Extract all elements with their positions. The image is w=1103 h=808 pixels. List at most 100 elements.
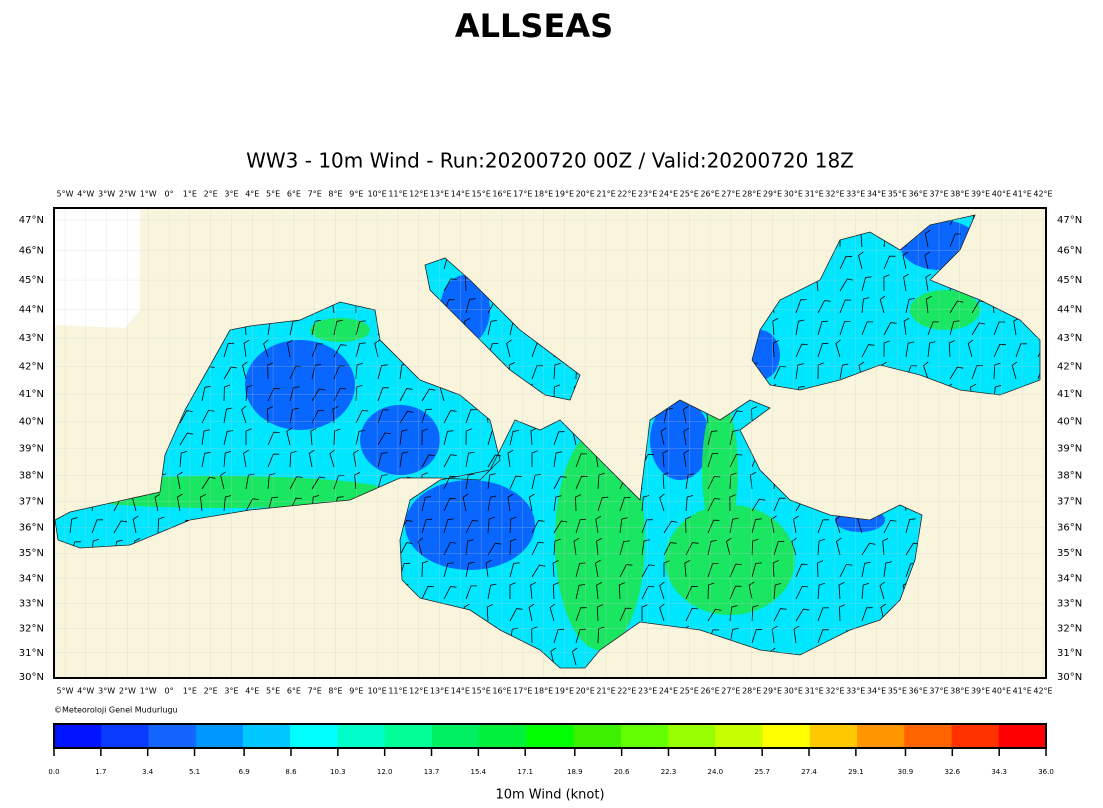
- lon-label: 9°E: [349, 190, 363, 199]
- wind-barb: [267, 431, 280, 446]
- wind-barb: [817, 519, 829, 534]
- wind-barb: [553, 362, 561, 380]
- lon-label: 3°W: [98, 190, 115, 199]
- lon-label: 1°E: [183, 687, 197, 696]
- lon-label: 2°W: [119, 687, 136, 696]
- lon-label: 36°E: [909, 190, 928, 199]
- wind-barb: [619, 607, 632, 622]
- colorbar-segment: [337, 724, 386, 748]
- wind-barb: [443, 586, 457, 600]
- wind-barb: [201, 385, 211, 402]
- lon-label: 14°E: [451, 190, 470, 199]
- wind-barb: [552, 560, 559, 578]
- wind-barb: [641, 604, 648, 621]
- lon-label: 33°E: [846, 687, 865, 696]
- wind-barb: [641, 519, 653, 534]
- wind-barb: [835, 515, 841, 534]
- lat-label: 41°N: [19, 389, 44, 400]
- lon-label: 10°E: [368, 190, 387, 199]
- lat-label: 36°N: [19, 523, 44, 534]
- wind-barb: [662, 450, 669, 468]
- wind-barb: [618, 582, 625, 600]
- wind-barb: [751, 604, 759, 622]
- wind-barb: [707, 582, 715, 600]
- wind-barb: [176, 493, 183, 512]
- colorbar-segment: [762, 724, 811, 748]
- wind-barb: [771, 625, 778, 644]
- wind-barb: [641, 585, 655, 600]
- wind-barb: [399, 388, 413, 402]
- wind-barb: [923, 361, 929, 380]
- wind-barb: [263, 339, 269, 358]
- wind-barb: [861, 561, 871, 578]
- wind-barb: [531, 626, 538, 644]
- wind-barb: [245, 428, 252, 445]
- wind-barb: [242, 361, 248, 380]
- lat-label: 30°N: [1057, 672, 1082, 683]
- lon-label: 29°E: [763, 687, 782, 696]
- wind-barb: [903, 273, 909, 292]
- colorbar-tick-label: 6.9: [239, 768, 250, 776]
- wind-barb: [683, 427, 690, 446]
- lon-label: 1°E: [183, 190, 197, 199]
- wind-barb: [729, 410, 743, 424]
- wind-barb: [729, 494, 736, 512]
- colorbar-segment: [290, 724, 338, 748]
- lat-label: 44°N: [19, 304, 44, 315]
- wind-barb: [839, 299, 852, 314]
- wind-barb: [925, 273, 932, 292]
- colorbar-tick-label: 36.0: [1038, 768, 1054, 776]
- wind-barb: [506, 339, 512, 358]
- lon-label: 21°E: [596, 190, 615, 199]
- wind-barb: [573, 537, 580, 556]
- wind-barb: [707, 430, 718, 446]
- lon-label: 16°E: [492, 687, 511, 696]
- wind-barb: [399, 542, 413, 556]
- lon-label: 17°E: [513, 687, 532, 696]
- colorbar-tick-label: 30.9: [898, 768, 914, 776]
- lat-label: 34°N: [1057, 574, 1082, 585]
- lat-label: 31°N: [19, 648, 44, 659]
- wind-barb: [223, 384, 231, 402]
- lon-label: 17°E: [513, 190, 532, 199]
- lon-label: 8°E: [328, 190, 342, 199]
- wind-barb: [659, 493, 665, 512]
- wind-barb: [528, 603, 535, 622]
- wind-barb: [377, 432, 391, 446]
- wind-barb: [113, 520, 128, 534]
- lat-label: 47°N: [1057, 215, 1082, 226]
- wind-barb: [905, 518, 916, 534]
- lat-label: 46°N: [1057, 245, 1082, 256]
- wind-barb: [399, 451, 409, 468]
- lat-label: 35°N: [19, 548, 44, 559]
- wind-barb: [619, 564, 633, 578]
- wind-barb: [793, 515, 799, 534]
- lon-label: 24°E: [659, 190, 678, 199]
- wind-barb: [861, 542, 876, 556]
- lon-label: 34°E: [867, 190, 886, 199]
- wind-barb: [879, 295, 886, 314]
- wind-barb: [553, 431, 565, 446]
- colorbar: 0.0 1.7 3.4 5.1 6.9 8.6 10.3 12.0 13.7 15.4 17.1 18…: [48, 723, 1054, 776]
- wind-barb: [641, 495, 650, 512]
- colorbar-tick-label: 15.4: [471, 768, 487, 776]
- lon-label: 19°E: [555, 190, 574, 199]
- wind-barb: [377, 452, 388, 468]
- wind-barb: [465, 520, 479, 534]
- lon-label: 29°E: [763, 190, 782, 199]
- lon-label: 3°E: [224, 190, 238, 199]
- wind-barb: [443, 278, 457, 292]
- wind-barb: [967, 339, 974, 358]
- wind-barb: [773, 497, 786, 512]
- wind-barb: [311, 343, 324, 358]
- wind-barb: [377, 387, 389, 402]
- wind-barb: [223, 342, 235, 358]
- wind-barb: [861, 297, 870, 314]
- colorbar-tick-label: 17.1: [517, 768, 533, 776]
- lon-label: 4°W: [77, 190, 94, 199]
- wind-barb: [729, 454, 743, 468]
- colorbar-segment: [668, 724, 716, 748]
- lat-label: 34°N: [19, 574, 44, 585]
- wind-barb: [243, 449, 249, 468]
- lon-label: 42°E: [1033, 687, 1052, 696]
